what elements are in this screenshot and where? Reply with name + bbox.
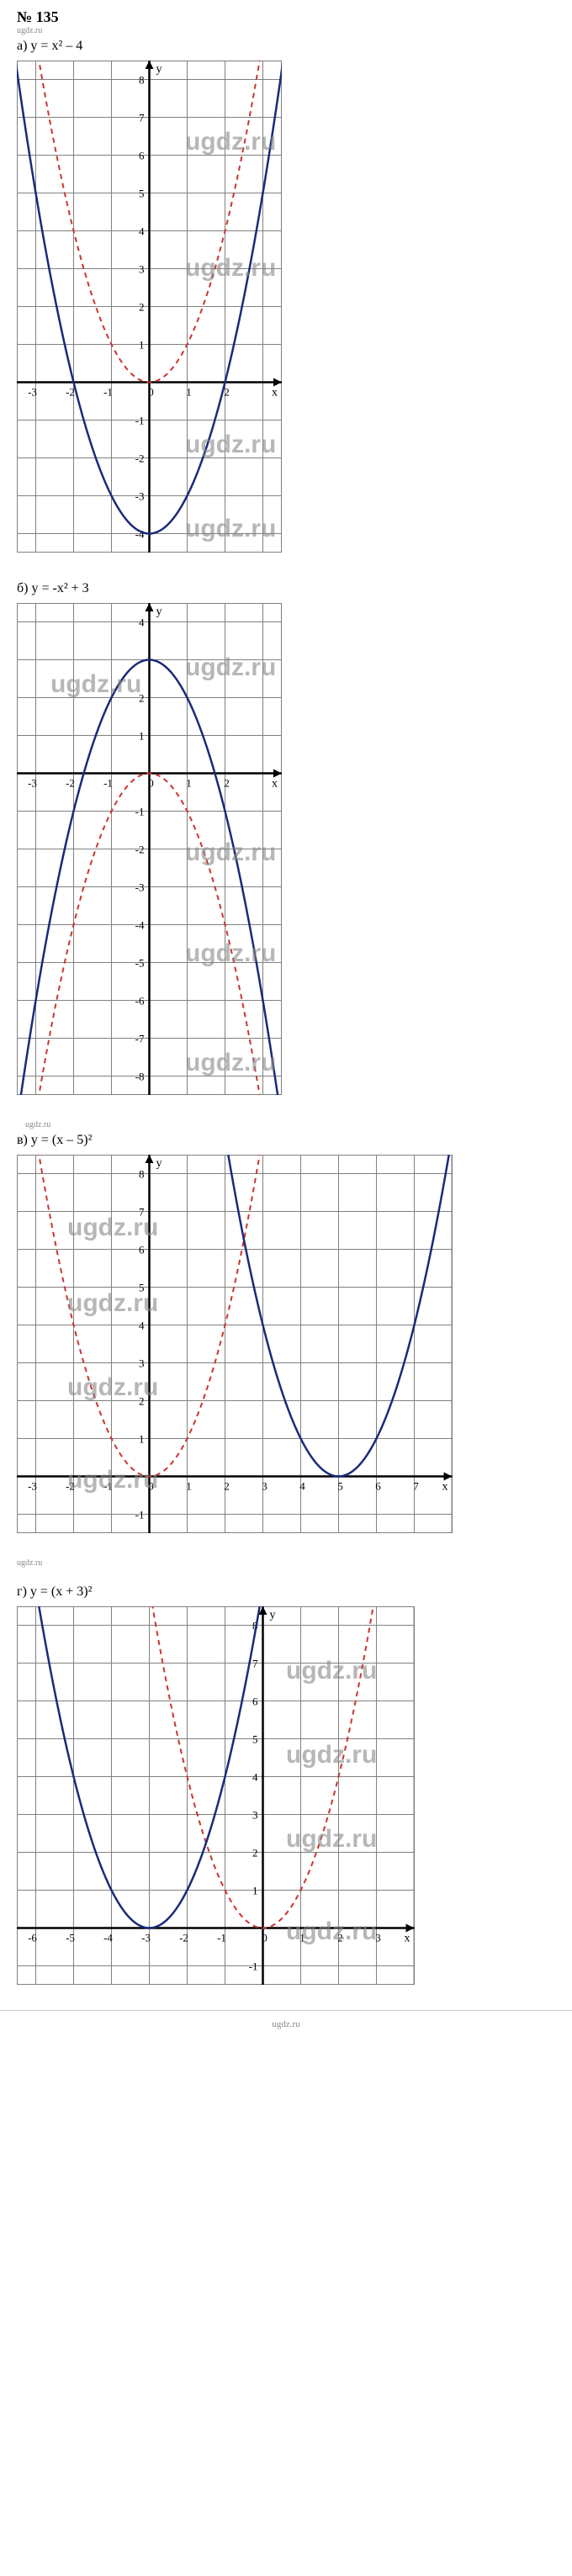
chart-c: y x -3 -2 -1 0 1 2 3 4 5 6 7 -1 1 2 3 4 5 6 7 8 xyxy=(17,1155,453,1533)
svg-text:2: 2 xyxy=(139,1395,145,1408)
svg-text:1: 1 xyxy=(186,386,192,399)
svg-text:-1: -1 xyxy=(103,777,113,790)
svg-text:-4: -4 xyxy=(135,919,145,932)
svg-text:-4: -4 xyxy=(103,1932,113,1944)
svg-text:-3: -3 xyxy=(28,386,37,399)
svg-text:1: 1 xyxy=(186,1480,192,1493)
svg-text:5: 5 xyxy=(252,1733,258,1746)
svg-text:x: x xyxy=(272,387,278,399)
svg-text:4: 4 xyxy=(252,1771,258,1784)
svg-text:7: 7 xyxy=(252,1658,258,1670)
footer: ugdz.ru xyxy=(0,2010,572,2038)
svg-text:-3: -3 xyxy=(135,881,145,894)
svg-text:-3: -3 xyxy=(141,1932,151,1944)
svg-text:-5: -5 xyxy=(135,957,145,970)
svg-text:-2: -2 xyxy=(179,1932,188,1944)
svg-text:-1: -1 xyxy=(135,415,145,427)
svg-text:2: 2 xyxy=(337,1932,343,1944)
svg-text:-2: -2 xyxy=(135,844,145,856)
svg-text:4: 4 xyxy=(139,1320,145,1332)
svg-text:2: 2 xyxy=(252,1847,258,1859)
svg-text:5: 5 xyxy=(337,1480,343,1493)
svg-text:0: 0 xyxy=(148,386,154,399)
svg-text:x: x xyxy=(405,1933,410,1945)
svg-text:-2: -2 xyxy=(135,452,145,465)
svg-text:6: 6 xyxy=(139,150,145,162)
svg-text:-1: -1 xyxy=(135,1509,145,1521)
svg-text:1: 1 xyxy=(139,339,145,352)
svg-text:2: 2 xyxy=(224,1480,230,1493)
svg-text:6: 6 xyxy=(375,1480,381,1493)
svg-text:-2: -2 xyxy=(66,1480,75,1493)
chart-b: y x -3 -2 -1 0 1 2 -8 -7 -6 -5 -4 -3 -2 -1 1 2 4 xyxy=(17,603,282,1095)
svg-text:-1: -1 xyxy=(249,1960,258,1973)
formula-d: г) y = (x + 3)² xyxy=(0,1568,572,1606)
svg-text:5: 5 xyxy=(139,1282,145,1294)
svg-text:x: x xyxy=(272,778,278,791)
svg-text:1: 1 xyxy=(139,1433,145,1446)
source-small-c2: ugdz.ru xyxy=(0,1558,572,1568)
svg-text:3: 3 xyxy=(139,1357,145,1370)
chart-d: yx-6-5-4-3-2-10123-112345678 xyxy=(17,1606,415,1985)
svg-text:-3: -3 xyxy=(28,777,37,790)
svg-text:3: 3 xyxy=(375,1932,381,1944)
svg-text:-1: -1 xyxy=(103,386,113,399)
formula-c: в) y = (x – 5)² xyxy=(0,1129,572,1155)
svg-text:2: 2 xyxy=(224,777,230,790)
svg-text:x: x xyxy=(442,1481,448,1494)
svg-text:1: 1 xyxy=(299,1932,305,1944)
svg-text:-1: -1 xyxy=(217,1932,226,1944)
svg-text:8: 8 xyxy=(139,74,145,87)
chart-d-wrap: yx-6-5-4-3-2-10123-112345678 ugdz.ruugdz… xyxy=(17,1606,555,1985)
svg-text:2: 2 xyxy=(224,386,230,399)
chart-c-wrap: yx-3-2-101234567-112345678 ugdz.ruugdz.r… xyxy=(17,1155,555,1533)
svg-text:-3: -3 xyxy=(28,1480,37,1493)
svg-text:-2: -2 xyxy=(66,386,75,399)
svg-text:y: y xyxy=(156,606,162,618)
svg-text:y: y xyxy=(270,1609,276,1621)
svg-text:2: 2 xyxy=(139,692,145,705)
chart-a-wrap: yx-3-2-1012-4-3-2-112345678 ugdz.ruugdz.… xyxy=(17,61,555,553)
svg-text:y: y xyxy=(156,1157,162,1170)
svg-text:7: 7 xyxy=(139,112,145,124)
chart-a: yx-3-2-1012-4-3-2-112345678 xyxy=(17,61,282,553)
svg-text:-7: -7 xyxy=(135,1033,145,1045)
svg-text:-6: -6 xyxy=(28,1932,37,1944)
svg-text:0: 0 xyxy=(148,1480,154,1493)
svg-text:4: 4 xyxy=(299,1480,305,1493)
problem-number: № 135 xyxy=(17,8,555,26)
svg-text:8: 8 xyxy=(139,1168,145,1181)
svg-text:-6: -6 xyxy=(135,995,145,1008)
svg-text:5: 5 xyxy=(139,188,145,200)
source-small-c: ugdz.ru xyxy=(0,1120,572,1129)
svg-text:1: 1 xyxy=(252,1885,258,1897)
svg-text:3: 3 xyxy=(262,1480,267,1493)
svg-text:-8: -8 xyxy=(135,1071,145,1083)
svg-text:7: 7 xyxy=(413,1480,419,1493)
svg-text:-5: -5 xyxy=(66,1932,75,1944)
svg-text:1: 1 xyxy=(139,730,145,743)
svg-text:0: 0 xyxy=(262,1932,267,1944)
source-small: ugdz.ru xyxy=(17,26,555,35)
formula-a: а) y = x² – 4 xyxy=(0,35,572,61)
svg-text:4: 4 xyxy=(139,225,145,238)
svg-text:y: y xyxy=(156,63,162,76)
svg-text:6: 6 xyxy=(139,1244,145,1256)
svg-text:-3: -3 xyxy=(135,490,145,503)
svg-text:-1: -1 xyxy=(135,806,145,818)
svg-text:3: 3 xyxy=(252,1809,258,1822)
svg-text:7: 7 xyxy=(139,1206,145,1219)
svg-text:3: 3 xyxy=(139,263,145,276)
svg-text:-1: -1 xyxy=(103,1480,113,1493)
svg-text:0: 0 xyxy=(148,777,154,790)
svg-text:1: 1 xyxy=(186,777,192,790)
svg-text:4: 4 xyxy=(139,616,145,629)
svg-text:2: 2 xyxy=(139,301,145,314)
svg-text:6: 6 xyxy=(252,1695,258,1708)
formula-b: б) y = -x² + 3 xyxy=(0,578,572,603)
chart-b-wrap: yx-3-2-1012-8-7-6-5-4-3-2-1124 ugdz.ruug… xyxy=(17,603,555,1095)
svg-text:-2: -2 xyxy=(66,777,75,790)
